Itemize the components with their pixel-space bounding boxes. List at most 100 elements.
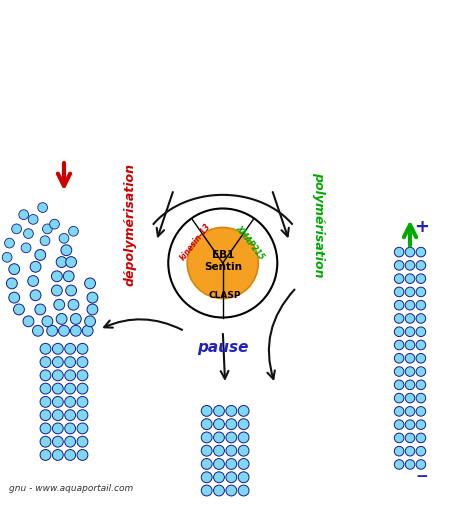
Circle shape	[226, 485, 237, 496]
Circle shape	[53, 423, 63, 434]
Circle shape	[14, 304, 24, 315]
Circle shape	[201, 459, 212, 469]
Circle shape	[416, 367, 426, 376]
Circle shape	[201, 419, 212, 430]
Circle shape	[38, 203, 47, 213]
Circle shape	[416, 447, 426, 456]
Circle shape	[65, 357, 75, 368]
Text: CLASP: CLASP	[209, 291, 241, 300]
Circle shape	[87, 292, 98, 303]
Circle shape	[5, 238, 14, 248]
Circle shape	[53, 436, 63, 447]
Circle shape	[77, 397, 88, 407]
Circle shape	[405, 407, 415, 416]
Circle shape	[77, 410, 88, 421]
Circle shape	[53, 410, 63, 421]
Circle shape	[30, 261, 41, 272]
Circle shape	[394, 367, 404, 376]
Circle shape	[65, 370, 75, 381]
Circle shape	[23, 316, 34, 327]
Circle shape	[85, 278, 95, 289]
Circle shape	[28, 276, 38, 287]
Circle shape	[87, 304, 98, 315]
Circle shape	[40, 343, 51, 354]
Circle shape	[65, 423, 75, 434]
Circle shape	[394, 274, 404, 284]
Circle shape	[187, 227, 258, 299]
Circle shape	[238, 446, 249, 456]
Circle shape	[226, 419, 237, 430]
Circle shape	[405, 260, 415, 270]
Circle shape	[201, 446, 212, 456]
Circle shape	[405, 274, 415, 284]
Circle shape	[238, 472, 249, 483]
Circle shape	[238, 459, 249, 469]
Circle shape	[394, 260, 404, 270]
Circle shape	[238, 419, 249, 430]
Circle shape	[394, 433, 404, 443]
Circle shape	[52, 285, 62, 296]
Circle shape	[416, 353, 426, 363]
Circle shape	[66, 285, 76, 296]
Circle shape	[394, 460, 404, 469]
Circle shape	[226, 459, 237, 469]
Circle shape	[9, 292, 19, 303]
Circle shape	[24, 229, 33, 238]
Circle shape	[201, 485, 212, 496]
Circle shape	[416, 327, 426, 337]
Circle shape	[394, 247, 404, 257]
Circle shape	[65, 436, 75, 447]
Circle shape	[77, 383, 88, 394]
Circle shape	[77, 423, 88, 434]
Circle shape	[214, 419, 224, 430]
Circle shape	[405, 393, 415, 403]
Circle shape	[394, 300, 404, 310]
Circle shape	[77, 450, 88, 460]
Circle shape	[416, 433, 426, 443]
Circle shape	[394, 380, 404, 390]
Circle shape	[40, 236, 50, 246]
Circle shape	[12, 224, 21, 234]
Circle shape	[77, 370, 88, 381]
Circle shape	[416, 260, 426, 270]
Circle shape	[65, 410, 75, 421]
Circle shape	[64, 271, 74, 282]
Circle shape	[43, 224, 52, 234]
Circle shape	[405, 313, 415, 323]
Circle shape	[40, 450, 51, 460]
Circle shape	[35, 304, 46, 315]
Circle shape	[394, 340, 404, 350]
Circle shape	[214, 406, 224, 416]
Circle shape	[2, 252, 12, 262]
Circle shape	[21, 243, 31, 252]
Circle shape	[405, 460, 415, 469]
Circle shape	[7, 278, 17, 289]
Circle shape	[56, 257, 67, 268]
Circle shape	[56, 313, 67, 325]
Circle shape	[214, 432, 224, 443]
Circle shape	[416, 287, 426, 297]
Circle shape	[65, 397, 75, 407]
Circle shape	[394, 327, 404, 337]
Circle shape	[416, 460, 426, 469]
Circle shape	[405, 340, 415, 350]
Circle shape	[53, 397, 63, 407]
Circle shape	[28, 215, 38, 224]
Circle shape	[53, 450, 63, 460]
Circle shape	[40, 423, 51, 434]
Circle shape	[405, 447, 415, 456]
Circle shape	[394, 287, 404, 297]
Circle shape	[42, 316, 53, 327]
Circle shape	[59, 234, 69, 243]
Circle shape	[416, 274, 426, 284]
Circle shape	[394, 407, 404, 416]
Circle shape	[394, 393, 404, 403]
Circle shape	[201, 432, 212, 443]
Circle shape	[214, 485, 224, 496]
Circle shape	[52, 271, 62, 282]
Circle shape	[394, 420, 404, 429]
Circle shape	[77, 357, 88, 368]
Circle shape	[65, 343, 75, 354]
Circle shape	[47, 326, 57, 336]
Text: gnu - www.aquaportail.com: gnu - www.aquaportail.com	[9, 484, 134, 493]
